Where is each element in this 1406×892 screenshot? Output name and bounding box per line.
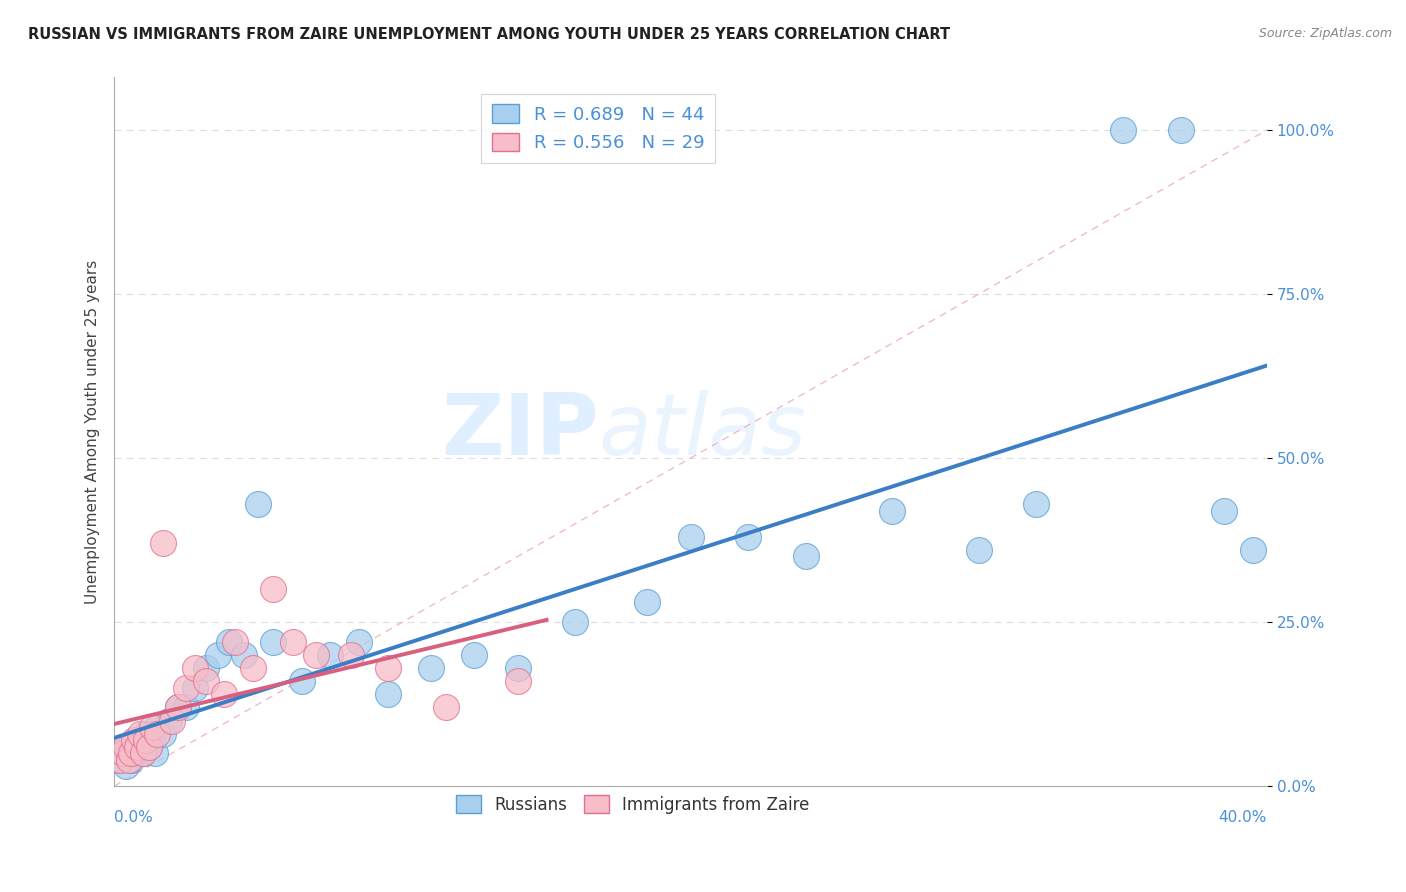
Point: [129, 739, 152, 754]
Point: [262, 634, 284, 648]
Point: [242, 661, 264, 675]
Point: [212, 687, 235, 701]
Point: [108, 753, 131, 767]
Point: [129, 726, 152, 740]
Point: [152, 726, 174, 740]
Point: [347, 634, 370, 648]
Point: [166, 700, 188, 714]
Point: [138, 739, 160, 754]
Point: [114, 739, 136, 754]
Point: [434, 700, 457, 714]
Point: [247, 497, 270, 511]
Point: [127, 739, 149, 754]
Text: 40.0%: 40.0%: [1219, 810, 1267, 824]
Point: [564, 615, 586, 629]
Point: [138, 739, 160, 754]
Point: [117, 739, 139, 754]
Point: [121, 747, 143, 761]
Point: [111, 747, 134, 761]
Point: [305, 648, 328, 662]
Point: [218, 634, 240, 648]
Point: [794, 549, 817, 564]
Text: ZIP: ZIP: [440, 391, 599, 474]
Point: [636, 595, 658, 609]
Point: [108, 753, 131, 767]
Point: [1212, 503, 1234, 517]
Point: [967, 542, 990, 557]
Point: [166, 700, 188, 714]
Point: [1170, 123, 1192, 137]
Point: [127, 733, 149, 747]
Point: [195, 661, 218, 675]
Point: [737, 530, 759, 544]
Point: [319, 648, 342, 662]
Point: [117, 753, 139, 767]
Point: [339, 648, 361, 662]
Point: [882, 503, 904, 517]
Text: Source: ZipAtlas.com: Source: ZipAtlas.com: [1258, 27, 1392, 40]
Legend: Russians, Immigrants from Zaire: Russians, Immigrants from Zaire: [450, 789, 817, 821]
Point: [281, 634, 304, 648]
Point: [506, 674, 529, 689]
Point: [135, 733, 157, 747]
Point: [114, 759, 136, 773]
Point: [224, 634, 246, 648]
Point: [160, 714, 183, 728]
Point: [146, 726, 169, 740]
Point: [141, 720, 163, 734]
Point: [1025, 497, 1047, 511]
Point: [420, 661, 443, 675]
Point: [377, 661, 399, 675]
Text: RUSSIAN VS IMMIGRANTS FROM ZAIRE UNEMPLOYMENT AMONG YOUTH UNDER 25 YEARS CORRELA: RUSSIAN VS IMMIGRANTS FROM ZAIRE UNEMPLO…: [28, 27, 950, 42]
Point: [1112, 123, 1135, 137]
Point: [135, 726, 157, 740]
Point: [141, 733, 163, 747]
Point: [262, 582, 284, 597]
Point: [124, 733, 146, 747]
Point: [124, 747, 146, 761]
Point: [121, 753, 143, 767]
Point: [290, 674, 312, 689]
Point: [174, 700, 197, 714]
Text: atlas: atlas: [599, 391, 807, 474]
Text: 0.0%: 0.0%: [114, 810, 153, 824]
Point: [152, 536, 174, 550]
Point: [184, 661, 207, 675]
Point: [184, 681, 207, 695]
Point: [146, 720, 169, 734]
Point: [1241, 542, 1264, 557]
Point: [111, 747, 134, 761]
Point: [132, 747, 155, 761]
Point: [174, 681, 197, 695]
Y-axis label: Unemployment Among Youth under 25 years: Unemployment Among Youth under 25 years: [86, 260, 100, 604]
Point: [506, 661, 529, 675]
Point: [143, 747, 166, 761]
Point: [463, 648, 485, 662]
Point: [207, 648, 229, 662]
Point: [132, 747, 155, 761]
Point: [195, 674, 218, 689]
Point: [232, 648, 254, 662]
Point: [157, 714, 180, 728]
Point: [679, 530, 702, 544]
Point: [377, 687, 399, 701]
